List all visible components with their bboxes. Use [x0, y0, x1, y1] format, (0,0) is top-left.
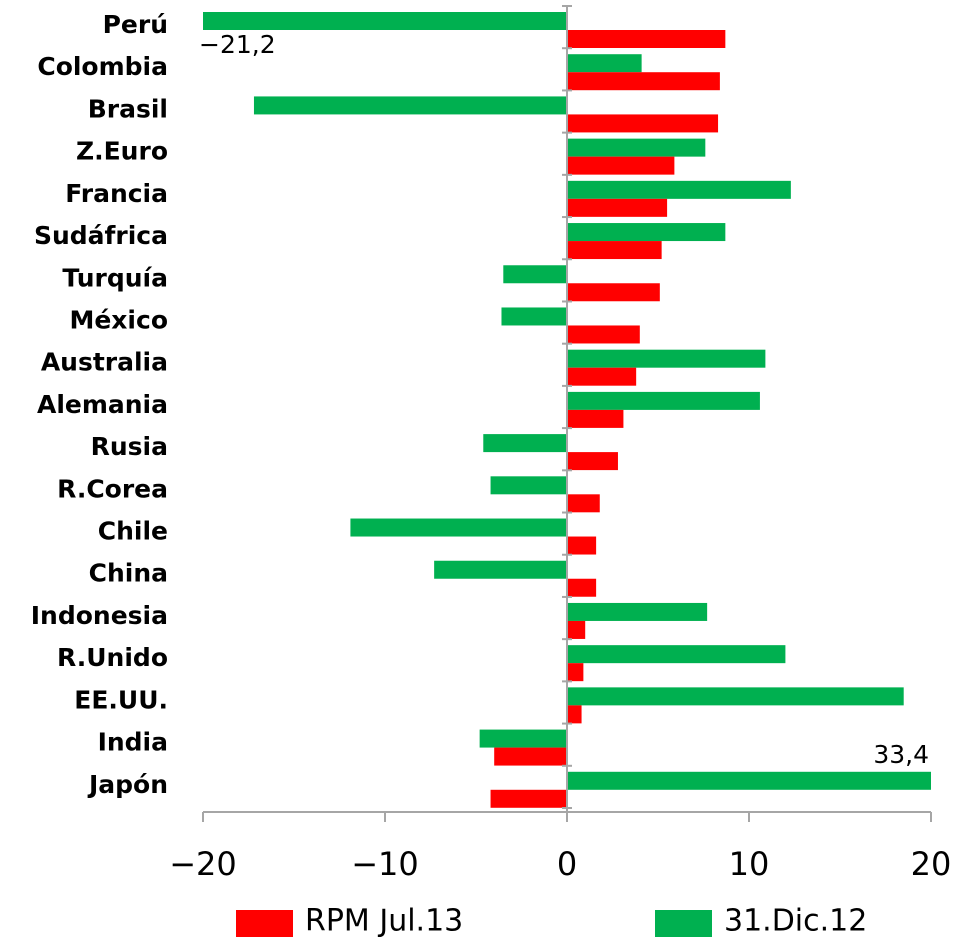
- bar: [567, 663, 584, 682]
- x-tick-label: −10: [351, 845, 419, 883]
- category-label: China: [89, 559, 168, 588]
- bar: [490, 476, 567, 495]
- bar: [350, 518, 567, 537]
- bar: [567, 349, 766, 368]
- x-tick-label: 0: [557, 845, 577, 883]
- bar: [567, 452, 618, 471]
- category-label: India: [98, 728, 168, 757]
- bar: [501, 307, 567, 326]
- bar: [567, 645, 786, 664]
- bar: [567, 180, 791, 199]
- legend-swatch: [655, 910, 712, 937]
- bar: [567, 536, 597, 555]
- bar: [479, 729, 567, 748]
- bar: [567, 687, 904, 706]
- bar: [567, 138, 706, 157]
- category-label: Rusia: [91, 432, 168, 461]
- bar: [567, 494, 600, 513]
- category-label: Colombia: [37, 52, 168, 81]
- category-label: Perú: [103, 10, 168, 39]
- category-label: R.Unido: [57, 643, 168, 672]
- bar: [503, 265, 567, 284]
- bar: [567, 72, 720, 91]
- bar: [567, 771, 931, 790]
- bar: [567, 114, 719, 133]
- legend-swatch: [236, 910, 293, 937]
- category-label: Japón: [87, 770, 168, 799]
- category-label: Francia: [65, 179, 168, 208]
- bar: [567, 705, 582, 724]
- bar: [567, 620, 586, 639]
- bar: [567, 223, 726, 242]
- bar: [567, 578, 597, 597]
- category-label: Australia: [41, 348, 168, 377]
- bar: [567, 198, 668, 217]
- x-tick-label: 20: [911, 845, 952, 883]
- category-label: Indonesia: [31, 601, 168, 630]
- bar: [567, 54, 642, 73]
- bar: [567, 156, 675, 175]
- value-label: 33,4: [873, 740, 929, 769]
- bar: [567, 602, 708, 621]
- x-tick-label: 10: [729, 845, 770, 883]
- bar: [490, 789, 567, 808]
- bar: [434, 560, 567, 579]
- bar: [567, 391, 760, 410]
- bar: [567, 30, 726, 48]
- bar: [567, 367, 637, 386]
- bar: [567, 325, 640, 344]
- bar: [567, 283, 660, 302]
- bar: [203, 12, 567, 30]
- value-label: −21,2: [199, 30, 276, 59]
- category-label: Turquía: [62, 263, 168, 292]
- category-label: Z.Euro: [76, 137, 168, 166]
- category-label: EE.UU.: [74, 685, 168, 714]
- bar: [567, 409, 624, 428]
- legend-label: 31.Dic.12: [724, 904, 867, 939]
- bar: [494, 747, 567, 766]
- bar: [567, 241, 662, 260]
- category-label: Brasil: [88, 94, 168, 123]
- category-label: R.Corea: [57, 474, 168, 503]
- category-label: México: [69, 305, 168, 334]
- category-label: Sudáfrica: [34, 221, 168, 250]
- x-tick-label: −20: [169, 845, 237, 883]
- legend-label: RPM Jul.13: [305, 904, 463, 939]
- category-label: Alemania: [37, 390, 168, 419]
- bar: [483, 434, 567, 453]
- bar: [253, 96, 567, 115]
- category-label: Chile: [98, 517, 168, 546]
